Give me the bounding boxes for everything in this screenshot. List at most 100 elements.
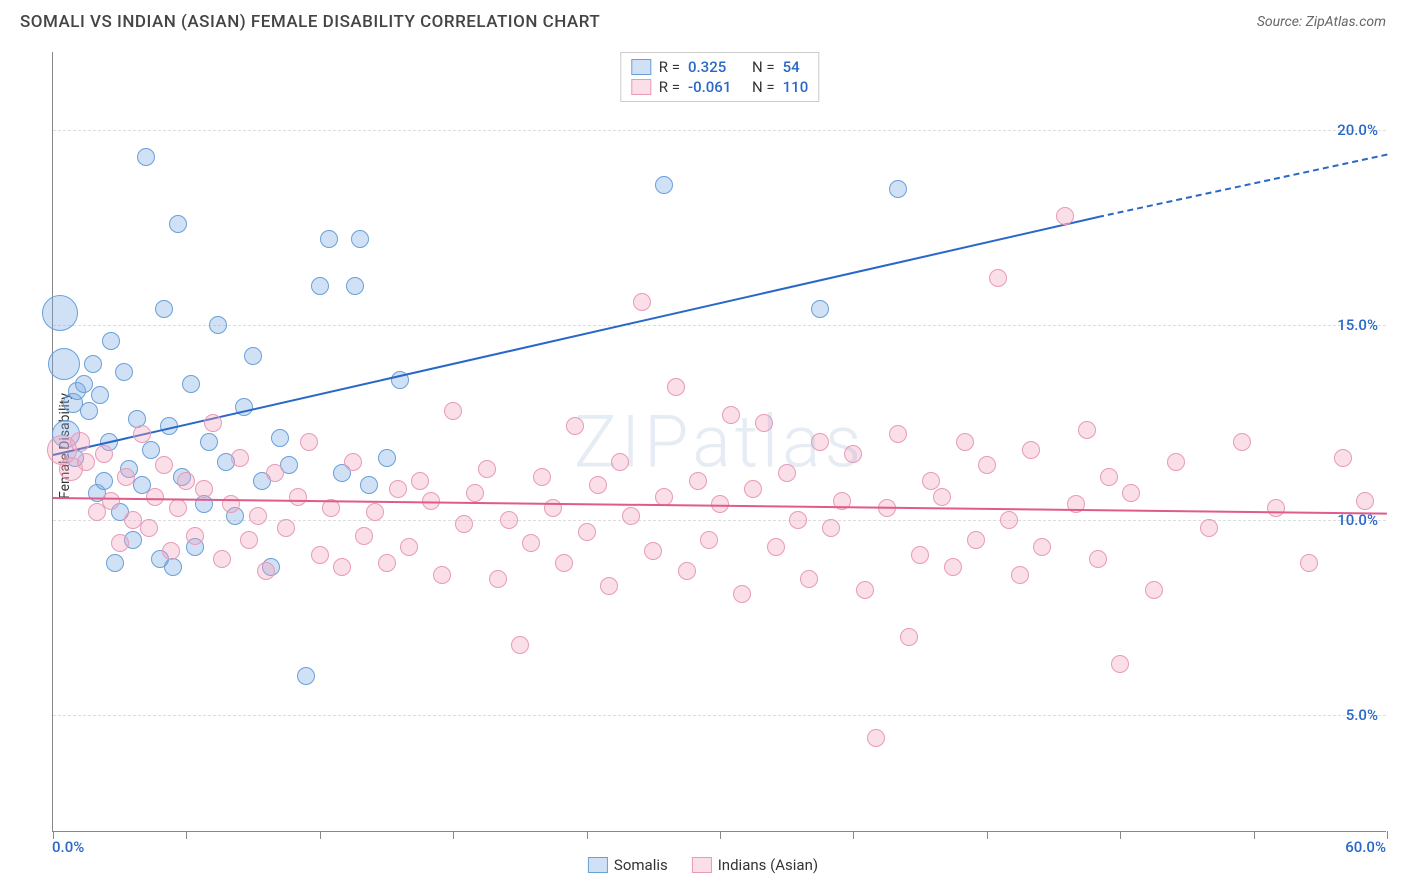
x-tick — [587, 831, 588, 839]
data-point — [755, 414, 773, 432]
x-tick — [186, 831, 187, 839]
data-point — [844, 445, 862, 463]
data-point — [155, 300, 173, 318]
data-point — [80, 402, 98, 420]
data-point — [1033, 538, 1051, 556]
data-point — [1233, 433, 1251, 451]
data-point — [320, 230, 338, 248]
data-point — [433, 566, 451, 584]
chart-container: SOMALI VS INDIAN (ASIAN) FEMALE DISABILI… — [0, 0, 1406, 892]
trend-line-dashed — [1098, 153, 1387, 217]
y-tick-label: 20.0% — [1337, 121, 1378, 139]
data-point — [102, 332, 120, 350]
data-point — [578, 523, 596, 541]
data-point — [667, 378, 685, 396]
data-point — [200, 433, 218, 451]
data-point — [111, 534, 129, 552]
data-point — [811, 300, 829, 318]
data-point — [146, 488, 164, 506]
legend-series-item: Somalis — [588, 856, 668, 874]
data-point — [378, 449, 396, 467]
legend-stat-row: R = -0.061N = 110 — [631, 77, 808, 97]
gridline — [53, 715, 1386, 716]
data-point — [333, 558, 351, 576]
data-point — [164, 558, 182, 576]
data-point — [778, 464, 796, 482]
data-point — [933, 488, 951, 506]
data-point — [1078, 421, 1096, 439]
data-point — [195, 480, 213, 498]
data-point — [240, 531, 258, 549]
legend-swatch — [631, 79, 651, 95]
x-tick — [1254, 831, 1255, 839]
data-point — [289, 488, 307, 506]
data-point — [1334, 449, 1352, 467]
data-point — [889, 425, 907, 443]
gridline — [53, 325, 1386, 326]
data-point — [489, 570, 507, 588]
legend-stats: R = 0.325N = 54R = -0.061N = 110 — [620, 52, 819, 102]
data-point — [117, 468, 135, 486]
data-point — [533, 468, 551, 486]
data-point — [177, 472, 195, 490]
data-point — [77, 453, 95, 471]
data-point — [822, 519, 840, 537]
gridline — [53, 130, 1386, 131]
data-point — [922, 472, 940, 490]
data-point — [75, 375, 93, 393]
data-point — [511, 636, 529, 654]
data-point — [978, 456, 996, 474]
data-point — [169, 499, 187, 517]
data-point — [389, 480, 407, 498]
data-point — [95, 472, 113, 490]
legend-stat-row: R = 0.325N = 54 — [631, 57, 808, 77]
data-point — [1100, 468, 1118, 486]
data-point — [1111, 655, 1129, 673]
y-tick-label: 5.0% — [1346, 706, 1378, 724]
data-point — [722, 406, 740, 424]
r-value: 0.325 — [688, 58, 744, 76]
r-label: R = — [659, 58, 680, 76]
n-value: 110 — [783, 78, 809, 96]
data-point — [209, 316, 227, 334]
data-point — [84, 355, 102, 373]
n-value: 54 — [783, 58, 800, 76]
data-point — [689, 472, 707, 490]
data-point — [378, 554, 396, 572]
data-point — [1145, 581, 1163, 599]
data-point — [1122, 484, 1140, 502]
data-point — [811, 433, 829, 451]
data-point — [566, 417, 584, 435]
data-point — [889, 180, 907, 198]
data-point — [967, 531, 985, 549]
source-label: Source: ZipAtlas.com — [1257, 14, 1386, 30]
data-point — [600, 577, 618, 595]
x-tick — [1387, 831, 1388, 839]
legend-series-label: Somalis — [614, 856, 668, 874]
legend-series-label: Indians (Asian) — [718, 856, 818, 874]
data-point — [257, 562, 275, 580]
data-point — [611, 453, 629, 471]
y-tick-label: 15.0% — [1337, 316, 1378, 334]
data-point — [102, 492, 120, 510]
x-tick — [853, 831, 854, 839]
data-point — [311, 277, 329, 295]
data-point — [867, 729, 885, 747]
data-point — [169, 215, 187, 233]
data-point — [351, 230, 369, 248]
data-point — [622, 507, 640, 525]
data-point — [311, 546, 329, 564]
data-point — [767, 538, 785, 556]
data-point — [1300, 554, 1318, 572]
data-point — [411, 472, 429, 490]
data-point — [856, 581, 874, 599]
data-point — [800, 570, 818, 588]
data-point — [360, 476, 378, 494]
data-point — [400, 538, 418, 556]
data-point — [137, 148, 155, 166]
data-point — [644, 542, 662, 560]
data-point — [555, 554, 573, 572]
data-point — [48, 348, 80, 380]
data-point — [213, 550, 231, 568]
legend-swatch — [692, 857, 712, 873]
